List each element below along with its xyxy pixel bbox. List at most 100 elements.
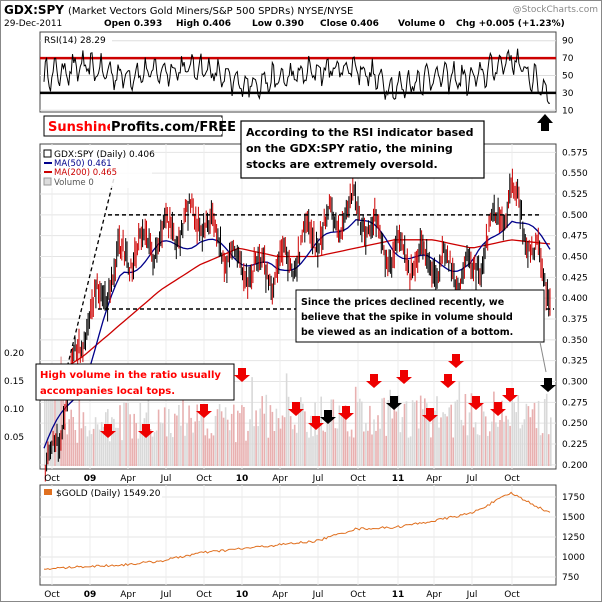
volume-bar (113, 418, 115, 466)
volume-bar (149, 429, 152, 466)
volume-bar (192, 432, 194, 466)
volume-bar (484, 416, 487, 466)
volume-bar (263, 413, 266, 466)
volume-bar (155, 430, 158, 466)
volume-bar (537, 400, 540, 466)
x-axis-label: Oct (44, 474, 60, 484)
price-tick-label: 0.525 (562, 190, 588, 200)
volume-bar (493, 391, 495, 466)
volume-bar (545, 393, 548, 466)
gold-panel (39, 484, 557, 586)
volume-bar (86, 436, 89, 466)
volume-bar (448, 407, 450, 466)
volume-bar (237, 410, 239, 466)
volume-bar (153, 432, 156, 466)
bottom-note-pointer (539, 341, 547, 373)
volume-bar (277, 418, 280, 466)
volume-bar (350, 429, 353, 466)
volume-bar (344, 405, 347, 466)
volume-bar (76, 442, 79, 466)
volume-bar (50, 375, 52, 466)
volume-bar (466, 435, 469, 466)
volume-bar (247, 430, 249, 466)
volume-bar (464, 394, 467, 466)
price-tick-label: 0.400 (562, 294, 588, 304)
volume-bar (298, 411, 300, 466)
volume-bar (369, 405, 371, 466)
volume-bar (84, 426, 87, 466)
volume-bar (340, 416, 343, 466)
gold-swatch (44, 489, 52, 495)
volume-bar (438, 427, 440, 466)
volume-bar (375, 430, 377, 466)
volume-bar (204, 435, 207, 466)
volume-bar (216, 409, 219, 466)
volume-bar (395, 411, 398, 466)
volume-signal-arrow (320, 410, 336, 424)
volume-bar (533, 402, 536, 466)
volume-bar (245, 440, 247, 466)
x-axis-label: 09 (84, 474, 97, 484)
volume-bar (322, 430, 324, 466)
volume-bar (135, 423, 137, 466)
volume-tick-label: 0.10 (4, 405, 24, 415)
volume-bar (275, 408, 278, 466)
volume-bar (403, 403, 406, 466)
volume-bar (186, 423, 188, 466)
volume-bar (90, 434, 93, 466)
volume-bar (424, 398, 426, 466)
rsi-label: RSI(14) 28.29 (44, 36, 106, 46)
volume-bar (393, 407, 396, 466)
bottom-note-line-2: believe that the spike in volume should (301, 312, 513, 323)
volume-bar (474, 422, 477, 466)
volume-bar (80, 428, 83, 466)
x-axis-label: Apr (120, 474, 136, 484)
rsi-note-box (240, 120, 485, 179)
volume-bar (151, 436, 154, 466)
volume-bar (218, 404, 221, 466)
price-tick-label: 0.300 (562, 378, 588, 388)
bottom-note-line-3: be viewed as an indication of a bottom. (301, 327, 513, 338)
volume-bar (503, 421, 505, 466)
volume-bar (385, 435, 387, 466)
volume-bar (334, 428, 337, 466)
volume-bar (409, 436, 412, 466)
volume-bar (96, 424, 99, 466)
header-volume: Volume 0 (398, 19, 445, 29)
volume-bar (157, 409, 160, 466)
gold-label-bg (42, 487, 162, 498)
gold-tick-label: 750 (562, 573, 579, 583)
rsi-tick-label: 10 (562, 106, 574, 116)
volume-bar (507, 419, 509, 466)
volume-bar (253, 426, 255, 466)
volume-bar (129, 414, 131, 466)
volume-bar (239, 413, 241, 466)
volume-bar (476, 434, 479, 466)
volume-bar (446, 416, 448, 466)
volume-bar (529, 417, 532, 466)
volume-bar (182, 379, 184, 466)
volume-bar (495, 422, 497, 466)
volume-bar (123, 402, 125, 466)
volume-bar (200, 404, 203, 466)
x-axis-label-bottom: Oct (504, 590, 520, 600)
volume-bar (257, 426, 259, 466)
volume-bar (525, 403, 528, 466)
gold-tick-label: 1750 (562, 493, 585, 503)
volume-bar (316, 434, 318, 466)
volume-bar (72, 417, 74, 466)
volume-bar (125, 402, 127, 466)
volume-bar (222, 417, 225, 466)
volume-bar (389, 389, 391, 466)
header-change: Chg +0.005 (+1.23%) (456, 19, 565, 29)
volume-bar (531, 409, 534, 466)
rsi-label-bg (42, 34, 112, 45)
x-axis-label: Oct (196, 474, 212, 484)
volume-bar (293, 424, 296, 466)
volume-bar (105, 412, 107, 466)
rsi-tick-label: 90 (562, 37, 574, 47)
volume-note-line-1: High volume in the ratio usually (40, 370, 221, 381)
volume-signal-arrow (234, 368, 250, 382)
gold-tick-label: 1250 (562, 533, 585, 543)
x-axis-label-bottom: 11 (392, 590, 405, 600)
